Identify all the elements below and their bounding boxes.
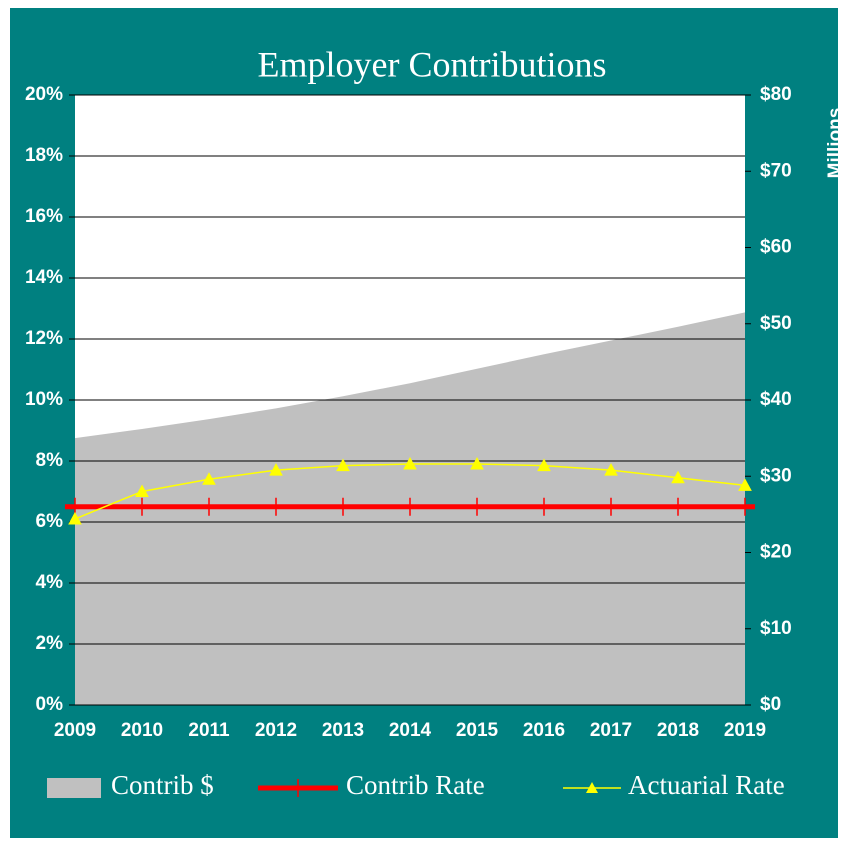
marker [338, 497, 348, 516]
marker [671, 470, 685, 484]
y2-tick-label: $60 [760, 237, 792, 258]
y2-tick-label: $10 [760, 618, 792, 639]
y2-tick-label: $50 [760, 313, 792, 334]
x-tick-label: 2013 [322, 720, 364, 741]
chart-title: Employer Contributions [258, 44, 607, 84]
y2-tick-label: $20 [760, 542, 792, 563]
marker [470, 457, 484, 470]
x-tick-label: 2011 [188, 720, 230, 741]
y2-axis-label: Millions [825, 108, 846, 179]
marker [738, 478, 752, 491]
y-tick-label: 4% [36, 572, 64, 593]
x-tick-label: 2016 [523, 720, 565, 741]
marker [405, 497, 415, 516]
marker [202, 472, 216, 485]
marker [604, 463, 618, 476]
x-tick-label: 2014 [389, 720, 432, 741]
legend-label: Contrib Rate [346, 770, 485, 800]
x-tick-label: 2015 [456, 720, 499, 741]
x-tick-label: 2010 [121, 720, 163, 741]
y-tick-label: 8% [36, 450, 64, 471]
x-tick-label: 2018 [657, 720, 699, 741]
marker [336, 458, 350, 472]
marker [606, 497, 616, 516]
x-tick-label: 2019 [724, 720, 766, 741]
marker [135, 484, 149, 497]
marker [271, 497, 281, 516]
marker [472, 497, 482, 516]
marker [537, 458, 551, 472]
marker [269, 463, 283, 476]
y2-tick-label: $0 [760, 694, 781, 715]
y-tick-label: 14% [25, 267, 63, 288]
legend-swatch [47, 778, 101, 798]
y-tick-label: 6% [36, 511, 64, 532]
y2-tick-label: $40 [760, 389, 792, 410]
y2-tick-label: $30 [760, 465, 792, 486]
marker [403, 457, 417, 470]
x-tick-label: 2012 [255, 720, 297, 741]
y-tick-label: 16% [25, 206, 63, 227]
y-tick-label: 2% [36, 633, 64, 654]
marker [68, 511, 82, 525]
legend-label: Actuarial Rate [628, 770, 785, 800]
y-tick-label: 18% [25, 145, 63, 166]
y-tick-label: 0% [36, 694, 64, 715]
y2-tick-label: $70 [760, 160, 792, 181]
y-tick-label: 12% [25, 328, 63, 349]
y-tick-label: 10% [25, 389, 63, 410]
marker [539, 497, 549, 516]
y-tick-label: 20% [25, 84, 63, 105]
x-tick-label: 2009 [54, 720, 96, 741]
marker [740, 497, 750, 516]
legend-label: Contrib $ [111, 770, 214, 800]
marker [204, 497, 214, 516]
x-tick-label: 2017 [590, 720, 632, 741]
marker [673, 497, 683, 516]
legend-marker [586, 782, 598, 793]
y2-tick-label: $80 [760, 84, 792, 105]
marker [137, 497, 147, 516]
